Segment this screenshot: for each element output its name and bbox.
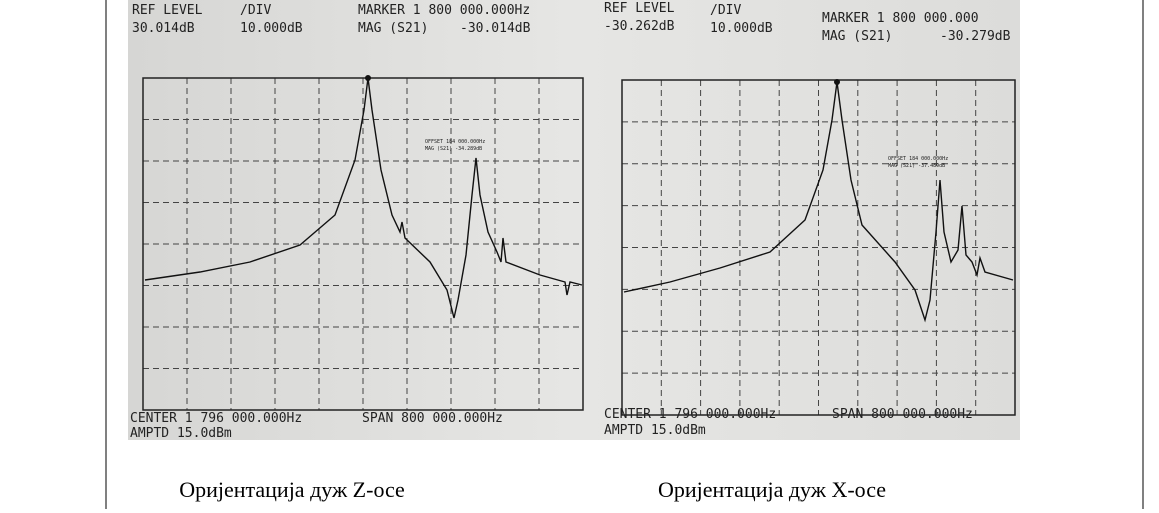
marker-dot — [834, 79, 840, 85]
annotation: MAG (S21) -34.289dB — [425, 146, 482, 152]
mag-label: MAG (S21) — [358, 21, 428, 36]
ref-label: REF LEVEL — [604, 1, 675, 16]
div-value: 10.000dB — [710, 21, 773, 36]
mag-value: -30.279dB — [940, 29, 1011, 44]
footer-span: SPAN 800 000.000Hz — [362, 411, 503, 426]
footer-center: CENTER 1 796 000.000Hz — [130, 411, 302, 426]
div-label: /DIV — [240, 3, 271, 18]
plot-frame — [142, 77, 584, 411]
footer-span: SPAN 800 000.000Hz — [832, 407, 973, 422]
ref-label: REF LEVEL — [132, 3, 203, 18]
trace — [623, 81, 1014, 323]
mag-label: MAG (S21) — [822, 29, 892, 44]
ref-value: 30.014dB — [132, 21, 195, 36]
scan — [128, 0, 1020, 440]
footer-center: CENTER 1 796 000.000Hz — [604, 407, 776, 422]
footer-amptd: AMPTD 15.0dBm — [604, 423, 706, 438]
marker: MARKER 1 800 000.000Hz — [358, 3, 530, 18]
caption: Оријентација дуж Z-осе — [179, 477, 405, 502]
annotation: OFFSET 184 000.000Hz — [888, 156, 948, 162]
annotation: OFFSET 184 000.000Hz — [425, 139, 485, 145]
trace — [144, 77, 583, 319]
mag-value: -30.014dB — [460, 21, 531, 36]
footer-amptd: AMPTD 15.0dBm — [130, 426, 232, 441]
div-label: /DIV — [710, 3, 741, 18]
ref-value: -30.262dB — [604, 19, 675, 34]
marker: MARKER 1 800 000.000 — [822, 11, 979, 26]
div-value: 10.000dB — [240, 21, 303, 36]
plots — [142, 75, 1016, 416]
caption: Оријентација дуж X-осе — [658, 477, 886, 502]
plot-frame — [621, 79, 1016, 416]
marker-dot — [365, 75, 371, 81]
annotation: MAG (S21) -37.489dB — [888, 163, 945, 169]
